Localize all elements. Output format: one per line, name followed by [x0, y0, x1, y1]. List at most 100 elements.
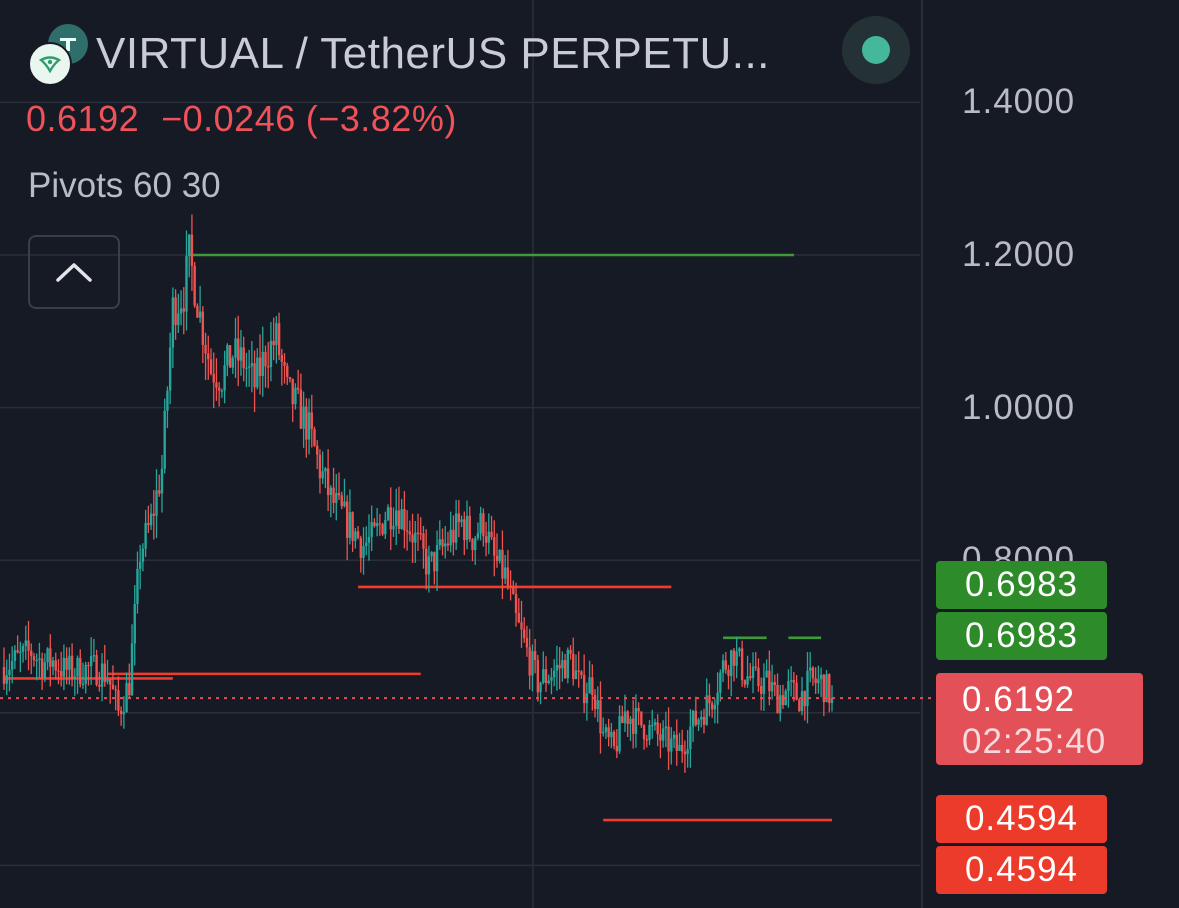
candle	[103, 644, 106, 687]
candle	[111, 665, 115, 690]
candle	[828, 673, 831, 713]
symbol-title[interactable]: VIRTUAL / TetherUS PERPETU...	[96, 29, 770, 78]
candle	[433, 551, 436, 585]
candle	[670, 727, 673, 765]
candle	[525, 625, 529, 657]
candle	[343, 478, 346, 508]
candle	[272, 317, 275, 361]
candle	[631, 700, 635, 749]
candle	[122, 696, 126, 729]
candle	[171, 287, 175, 369]
candle	[680, 729, 684, 763]
candle	[160, 455, 164, 513]
candle	[800, 677, 804, 716]
candle	[291, 378, 294, 422]
candle	[809, 652, 812, 683]
candle	[286, 362, 289, 385]
candle	[664, 711, 668, 748]
candle	[637, 702, 640, 726]
candle	[651, 709, 654, 739]
candle	[798, 697, 801, 712]
candle	[141, 543, 145, 572]
candle	[531, 644, 534, 692]
candle	[258, 334, 262, 395]
candle	[479, 506, 482, 541]
candle	[596, 686, 599, 723]
candle	[392, 507, 395, 537]
candle	[482, 508, 485, 547]
candle	[607, 718, 610, 747]
candle	[416, 513, 420, 551]
candle	[689, 709, 692, 768]
candle	[566, 647, 570, 684]
candle	[465, 500, 469, 550]
candle	[749, 662, 752, 681]
price-change-value: −0.0246	[161, 98, 296, 139]
candle	[536, 654, 540, 702]
candle	[759, 677, 763, 711]
y-tick-label: 1.2000	[962, 235, 1076, 274]
candle	[288, 376, 292, 383]
candle	[787, 669, 790, 708]
candle	[683, 740, 687, 773]
candle	[348, 489, 352, 545]
candle	[179, 290, 183, 326]
candle	[719, 669, 722, 702]
candle	[523, 617, 526, 643]
candle	[533, 639, 537, 674]
candle	[307, 398, 311, 455]
candle	[242, 336, 245, 382]
candle	[299, 373, 303, 430]
candle	[716, 672, 719, 724]
candle	[324, 467, 327, 489]
candle	[435, 530, 439, 591]
market-status-indicator[interactable]	[842, 16, 910, 84]
candle	[2, 647, 6, 690]
candle	[629, 716, 632, 742]
candle	[49, 634, 52, 687]
candle	[54, 652, 57, 680]
candle	[648, 720, 651, 746]
candle	[803, 690, 806, 721]
candle	[528, 628, 531, 690]
candle	[57, 659, 60, 685]
candle	[640, 711, 643, 728]
candle	[697, 717, 700, 732]
last-price-tag: 0.6192 02:25:40	[936, 673, 1143, 765]
candlesticks	[2, 214, 834, 773]
candle	[454, 500, 458, 551]
price-change-percent: (−3.82%)	[305, 98, 457, 139]
candle	[792, 672, 796, 702]
candle	[602, 717, 605, 737]
candle	[351, 511, 354, 552]
candle	[514, 582, 518, 627]
candle	[198, 285, 202, 323]
candle	[27, 620, 30, 671]
candle	[411, 513, 414, 564]
candle	[452, 515, 455, 556]
indicator-legend[interactable]: Pivots 60 30	[28, 166, 221, 205]
candle	[438, 520, 441, 550]
candle	[672, 731, 676, 749]
candle	[457, 499, 461, 538]
candle	[228, 345, 232, 368]
candle	[40, 652, 44, 690]
candle	[487, 513, 491, 555]
candle	[403, 491, 406, 549]
candle	[612, 729, 616, 750]
candle	[256, 348, 259, 390]
candle	[95, 649, 98, 687]
candle	[572, 637, 575, 686]
candle	[337, 472, 341, 500]
candle	[226, 343, 229, 377]
candle	[354, 527, 357, 549]
candle	[473, 535, 477, 565]
candle	[806, 652, 809, 724]
collapse-legend-button[interactable]	[28, 235, 120, 309]
candle	[811, 666, 815, 686]
candle	[659, 723, 662, 759]
candle	[212, 352, 215, 409]
candle	[667, 707, 670, 770]
candle	[623, 694, 627, 732]
